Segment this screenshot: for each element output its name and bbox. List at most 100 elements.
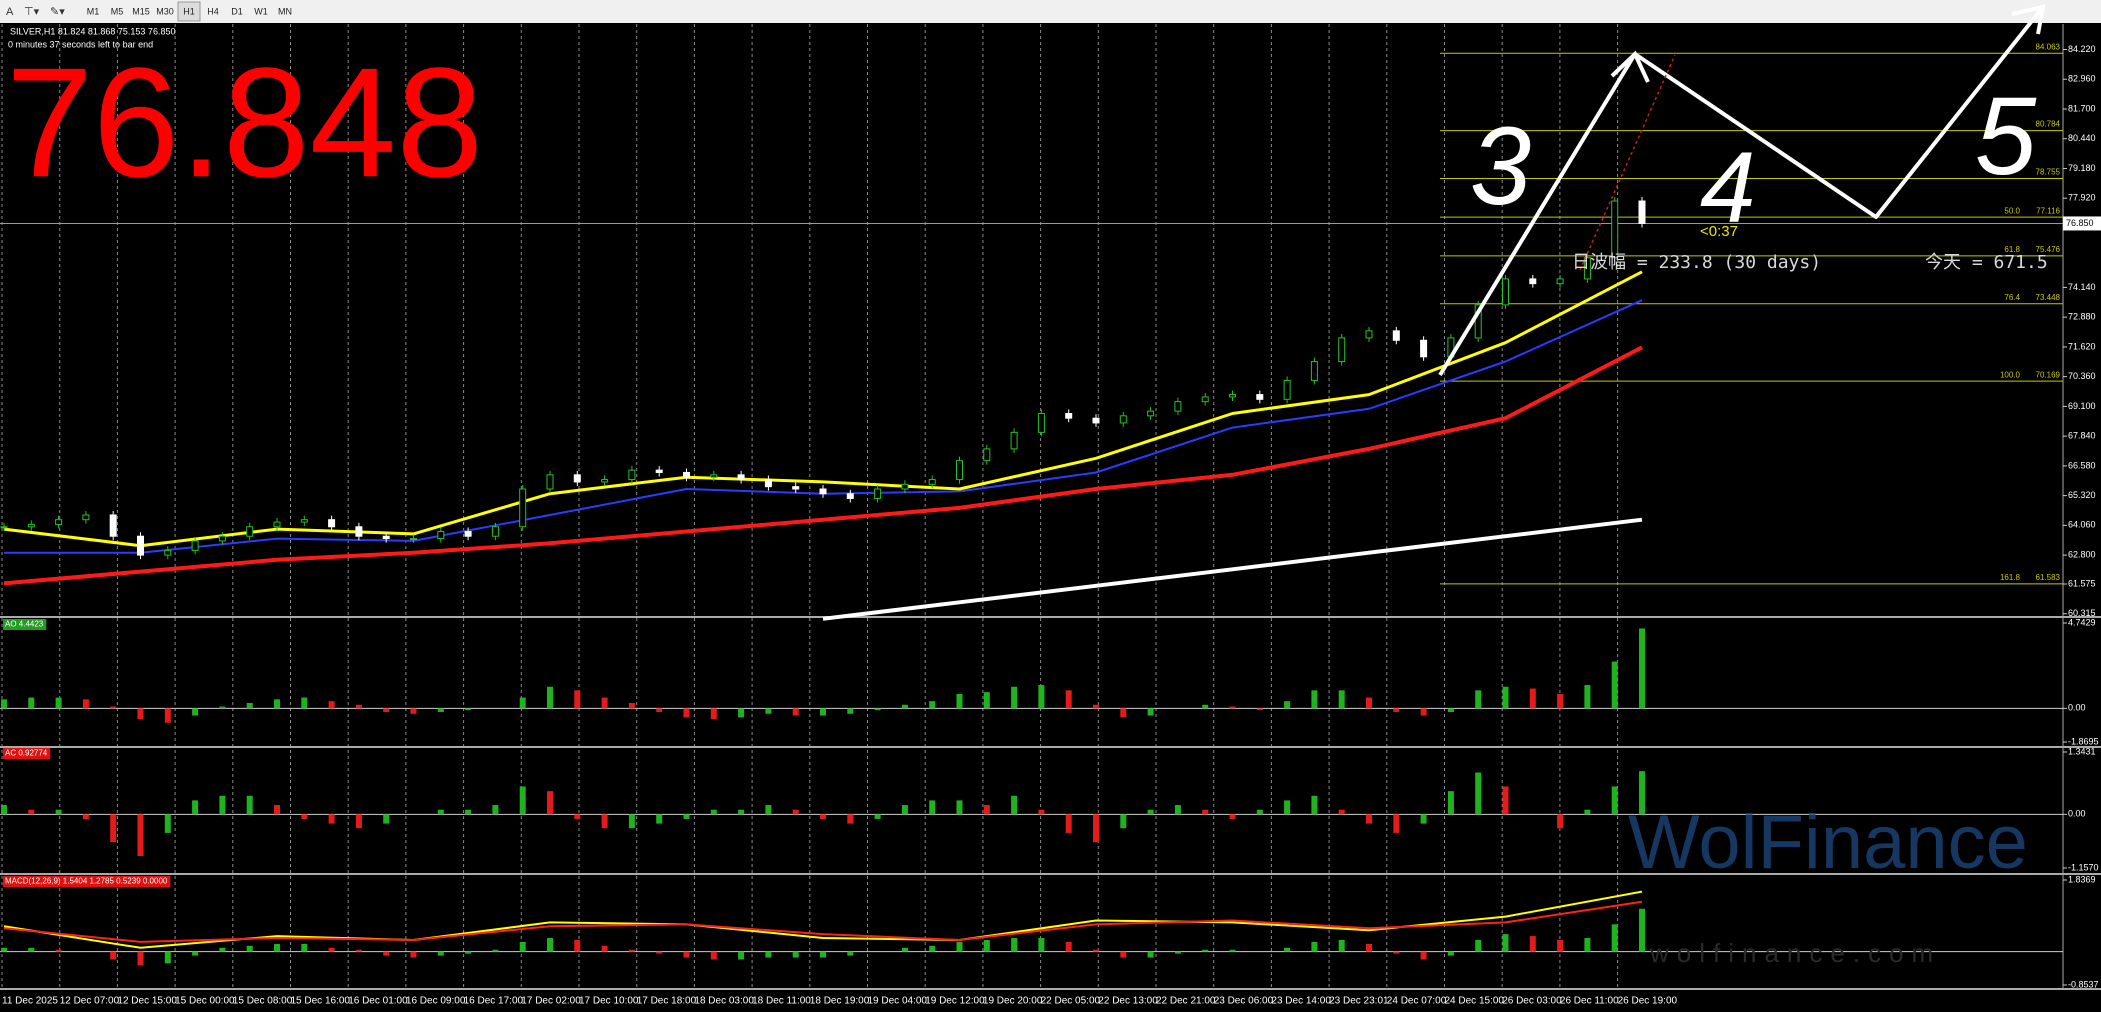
histogram-bar (820, 814, 826, 819)
candle (1229, 394, 1236, 398)
fib-price-label: 80.784 (2036, 120, 2061, 129)
histogram-bar (1366, 814, 1372, 824)
candle (956, 460, 963, 481)
time-label: 24 Dec 15:00 (1445, 996, 1505, 1007)
histogram-bar (192, 800, 199, 815)
histogram-bar (301, 814, 308, 819)
histogram-bar (301, 697, 308, 709)
time-label: 15 Dec 16:00 (291, 996, 351, 1007)
timeframe-button[interactable] (177, 1, 201, 22)
candle (82, 514, 90, 521)
panel-tick-label: -0.8537 (2068, 979, 2099, 989)
candle (1583, 257, 1591, 280)
histogram-bar (574, 690, 581, 709)
fib-level-label: 50.0 (2004, 206, 2020, 215)
timeframe-label: W1 (254, 6, 268, 16)
price-tick-label: 77.920 (2068, 193, 2096, 203)
timeframe-button[interactable] (226, 2, 248, 21)
panel-tick-label: 0.00 (2068, 703, 2086, 713)
histogram-bar (137, 951, 144, 966)
timeframe-button[interactable] (274, 2, 296, 21)
histogram-bar (1475, 772, 1482, 815)
candle (546, 474, 554, 490)
price-tick-label: 67.840 (2068, 431, 2096, 441)
price-axis: 84.220 82.960 81.700 80.440 79.180 77.920 74.1… (2063, 44, 2101, 618)
text-tool[interactable]: A (6, 6, 14, 18)
timeframe-button[interactable] (250, 2, 272, 21)
time-label: 17 Dec 10:00 (579, 996, 639, 1007)
timeframe-label: M1 (87, 6, 100, 16)
chart-area (0, 24, 2063, 989)
histogram-bar (274, 943, 280, 952)
timeframe-button[interactable] (202, 2, 224, 21)
candle (1556, 278, 1564, 285)
histogram-bar (1447, 951, 1454, 956)
moving-average (822, 517, 1643, 621)
histogram-bar (983, 692, 990, 709)
histogram-bar (1584, 809, 1591, 815)
panel-label: AC 0.92774 (5, 749, 48, 758)
histogram-bar (110, 706, 117, 709)
timeframe-label: M5 (111, 6, 124, 16)
panel-tick-label: -1.8695 (2068, 736, 2099, 746)
histogram-bar (519, 697, 526, 709)
timeframe-label: D1 (231, 6, 243, 16)
timeframe-button[interactable] (82, 2, 104, 21)
candle (764, 479, 772, 488)
candle (928, 479, 936, 485)
histogram-bar (1611, 924, 1618, 952)
fib-level-label: 100.0 (2000, 370, 2021, 379)
histogram-bar (1639, 628, 1645, 709)
candle (109, 514, 117, 537)
timeframe-button[interactable] (130, 2, 152, 21)
candle (573, 474, 581, 483)
histogram-bar (328, 701, 335, 709)
histogram-bar (1475, 690, 1482, 709)
candle (655, 469, 663, 473)
histogram-bar (765, 805, 772, 815)
histogram-bar (901, 805, 908, 815)
histogram-bar (547, 938, 553, 952)
candle (1174, 401, 1182, 412)
candle (983, 448, 991, 462)
histogram-bar (192, 708, 199, 716)
objects-icon[interactable]: ✎▾ (50, 6, 65, 18)
time-label: 15 Dec 08:00 (233, 996, 293, 1007)
time-label: 19 Dec 12:00 (925, 996, 985, 1007)
histogram-bar (274, 805, 280, 815)
timeframe-label: M30 (156, 6, 174, 16)
timeframe-button[interactable] (106, 2, 128, 21)
histogram-bar (983, 805, 990, 815)
countdown: <0:37 (1700, 223, 1738, 240)
candle (1256, 394, 1264, 400)
tools-icon[interactable]: ⊤▾ (24, 6, 40, 18)
histogram-bar (1038, 809, 1045, 815)
panel-label: AO 4.4423 (5, 620, 44, 629)
histogram-bar (519, 786, 526, 815)
candle (27, 523, 35, 528)
time-label: 12 Dec 07:00 (60, 996, 120, 1007)
time-label: 26 Dec 03:00 (1502, 996, 1562, 1007)
histogram-bar (465, 708, 472, 711)
histogram-bar (656, 814, 663, 824)
price-tick-label: 69.100 (2068, 401, 2096, 411)
histogram-bar (1011, 938, 1018, 952)
price-tick-label: 74.140 (2068, 282, 2096, 292)
histogram-bar (246, 702, 253, 709)
price-tick-label: 70.360 (2068, 371, 2096, 381)
candle (519, 488, 527, 528)
histogram-bar (710, 708, 717, 720)
histogram-bar (710, 951, 717, 960)
histogram-bar (492, 949, 499, 952)
histogram-bar (601, 697, 608, 709)
fib-price-label: 61.583 (2036, 573, 2061, 582)
current-price-label: 76.850 (2066, 218, 2094, 228)
time-label: 18 Dec 03:00 (694, 996, 754, 1007)
price-tick-label: 72.880 (2068, 312, 2096, 322)
watermark-url: wolfinance.com (1649, 938, 1941, 968)
histogram-bar (1420, 708, 1427, 716)
histogram-bar (219, 706, 226, 709)
timeframe-button[interactable] (154, 2, 176, 21)
arrow-head (1610, 50, 1650, 83)
candle (1420, 339, 1428, 358)
